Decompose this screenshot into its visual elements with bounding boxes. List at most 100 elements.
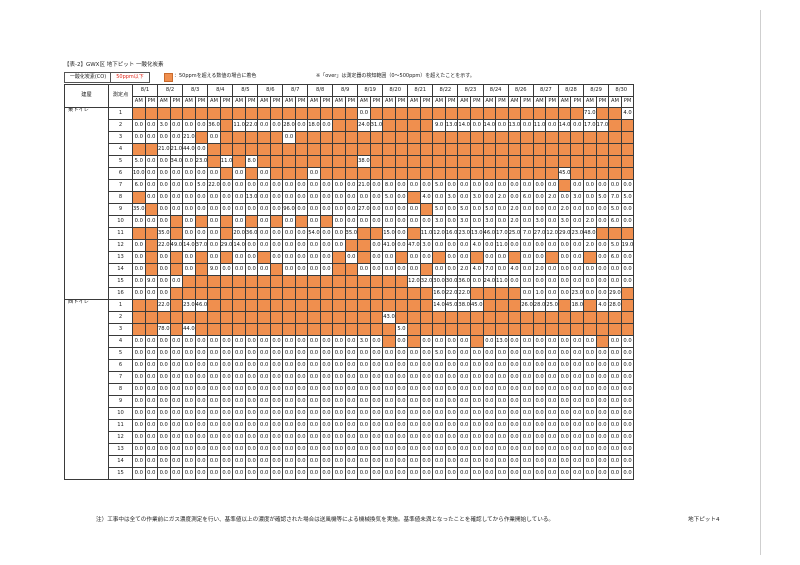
highlighted-cell <box>244 287 259 300</box>
value-cell: 0.0 <box>482 419 497 432</box>
highlighted-cell <box>144 251 158 264</box>
value-cell: 6.0 <box>608 251 622 264</box>
value-cell: 0.0 <box>570 347 585 360</box>
value-cell: 0.0 <box>156 395 171 408</box>
highlighted-cell <box>470 311 484 324</box>
value-cell: 0.0 <box>344 191 359 204</box>
value-cell: 0.0 <box>457 335 471 348</box>
highlighted-cell <box>444 323 459 336</box>
value-cell: 0.0 <box>583 455 597 468</box>
highlighted-cell <box>570 311 585 324</box>
value-cell: 0.0 <box>394 407 409 420</box>
value-cell: 0.0 <box>507 455 522 468</box>
highlighted-cell <box>419 263 434 276</box>
value-cell: 0.0 <box>495 455 509 468</box>
value-cell: 0.0 <box>457 371 471 384</box>
value-cell: 0.0 <box>232 359 246 372</box>
value-cell: 0.0 <box>332 239 346 252</box>
value-cell: 0.0 <box>156 359 171 372</box>
value-cell: 0.0 <box>520 215 534 228</box>
value-cell: 13.0 <box>495 335 509 348</box>
value-cell: 0.0 <box>444 467 459 480</box>
value-cell: 0.0 <box>369 239 384 252</box>
value-cell: 0.0 <box>294 239 309 252</box>
date-header: 8/23 <box>457 84 484 97</box>
value-cell: 0.0 <box>169 167 184 180</box>
value-cell: 0.0 <box>470 467 484 480</box>
value-cell: 5.0 <box>432 203 446 216</box>
highlighted-cell <box>332 263 346 276</box>
highlighted-cell <box>207 323 221 336</box>
date-header: 8/9 <box>332 84 359 97</box>
point-label: 5 <box>108 155 133 168</box>
value-cell: 0.0 <box>570 455 585 468</box>
value-cell: 0.0 <box>369 179 384 192</box>
value-cell: 2.0 <box>507 215 522 228</box>
value-cell: 0.0 <box>595 263 610 276</box>
value-cell: 0.0 <box>394 395 409 408</box>
value-cell: 0.0 <box>257 407 271 420</box>
highlighted-cell <box>269 215 284 228</box>
highlighted-cell <box>344 311 359 324</box>
value-cell: 0.0 <box>244 455 259 468</box>
highlighted-cell <box>407 227 421 240</box>
ampm-header: AM <box>357 96 371 108</box>
highlighted-cell <box>282 155 296 168</box>
highlighted-cell <box>520 155 534 168</box>
value-cell: 0.0 <box>332 383 346 396</box>
highlighted-cell <box>294 299 309 312</box>
highlighted-cell <box>507 251 522 264</box>
value-cell: 0.0 <box>194 119 209 132</box>
highlighted-cell <box>407 155 421 168</box>
highlighted-cell <box>394 311 409 324</box>
highlighted-cell <box>495 131 509 144</box>
value-cell: 0.0 <box>182 167 196 180</box>
highlighted-cell <box>507 167 522 180</box>
value-cell: 0.0 <box>557 383 572 396</box>
value-cell: 0.0 <box>557 467 572 480</box>
value-cell: 0.0 <box>570 407 585 420</box>
legend-over-note: ※「over」は測定器の検知範囲（0～500ppm）を超えたことを示す。 <box>316 73 475 79</box>
value-cell: 13.0 <box>444 119 459 132</box>
highlighted-cell <box>169 323 184 336</box>
value-cell: 0.0 <box>269 407 284 420</box>
value-cell: 0.0 <box>269 431 284 444</box>
value-cell: 11.0 <box>219 155 234 168</box>
value-cell: 0.0 <box>332 359 346 372</box>
value-cell: 0.0 <box>257 263 271 276</box>
value-cell: 0.0 <box>470 407 484 420</box>
ampm-header: PM <box>620 96 635 108</box>
value-cell: 0.0 <box>319 335 334 348</box>
value-cell: 24.0 <box>482 275 497 288</box>
highlighted-cell <box>257 143 271 156</box>
highlighted-cell <box>169 311 184 324</box>
value-cell: 0.0 <box>219 419 234 432</box>
value-cell: 2.0 <box>557 203 572 216</box>
value-cell: 0.0 <box>194 407 209 420</box>
highlighted-cell <box>194 131 209 144</box>
highlighted-cell <box>244 275 259 288</box>
value-cell: 0.0 <box>507 467 522 480</box>
highlighted-cell <box>319 107 334 120</box>
value-cell: 54.0 <box>307 227 321 240</box>
highlighted-cell <box>357 251 371 264</box>
value-cell: 2.0 <box>545 191 559 204</box>
highlighted-cell <box>207 275 221 288</box>
value-cell: 0.0 <box>394 443 409 456</box>
value-cell: 0.0 <box>444 443 459 456</box>
value-cell: 0.0 <box>144 167 158 180</box>
value-cell: 36.0 <box>457 275 471 288</box>
highlighted-cell <box>369 299 384 312</box>
value-cell: 0.0 <box>244 419 259 432</box>
value-cell: 0.0 <box>432 467 446 480</box>
value-cell: 14.0 <box>482 119 497 132</box>
value-cell: 3.0 <box>357 335 371 348</box>
value-cell: 0.0 <box>194 443 209 456</box>
value-cell: 0.0 <box>219 383 234 396</box>
highlighted-cell <box>307 299 321 312</box>
value-cell: 0.0 <box>169 419 184 432</box>
table-row: 15 0.0 0.0 0.0 0.0 0.0 0.0 0.0 0.0 0.0 0.0 0.0 0.0 0.… <box>65 467 635 480</box>
value-cell: 0.0 <box>269 179 284 192</box>
highlighted-cell <box>219 119 234 132</box>
value-cell: 0.0 <box>432 407 446 420</box>
